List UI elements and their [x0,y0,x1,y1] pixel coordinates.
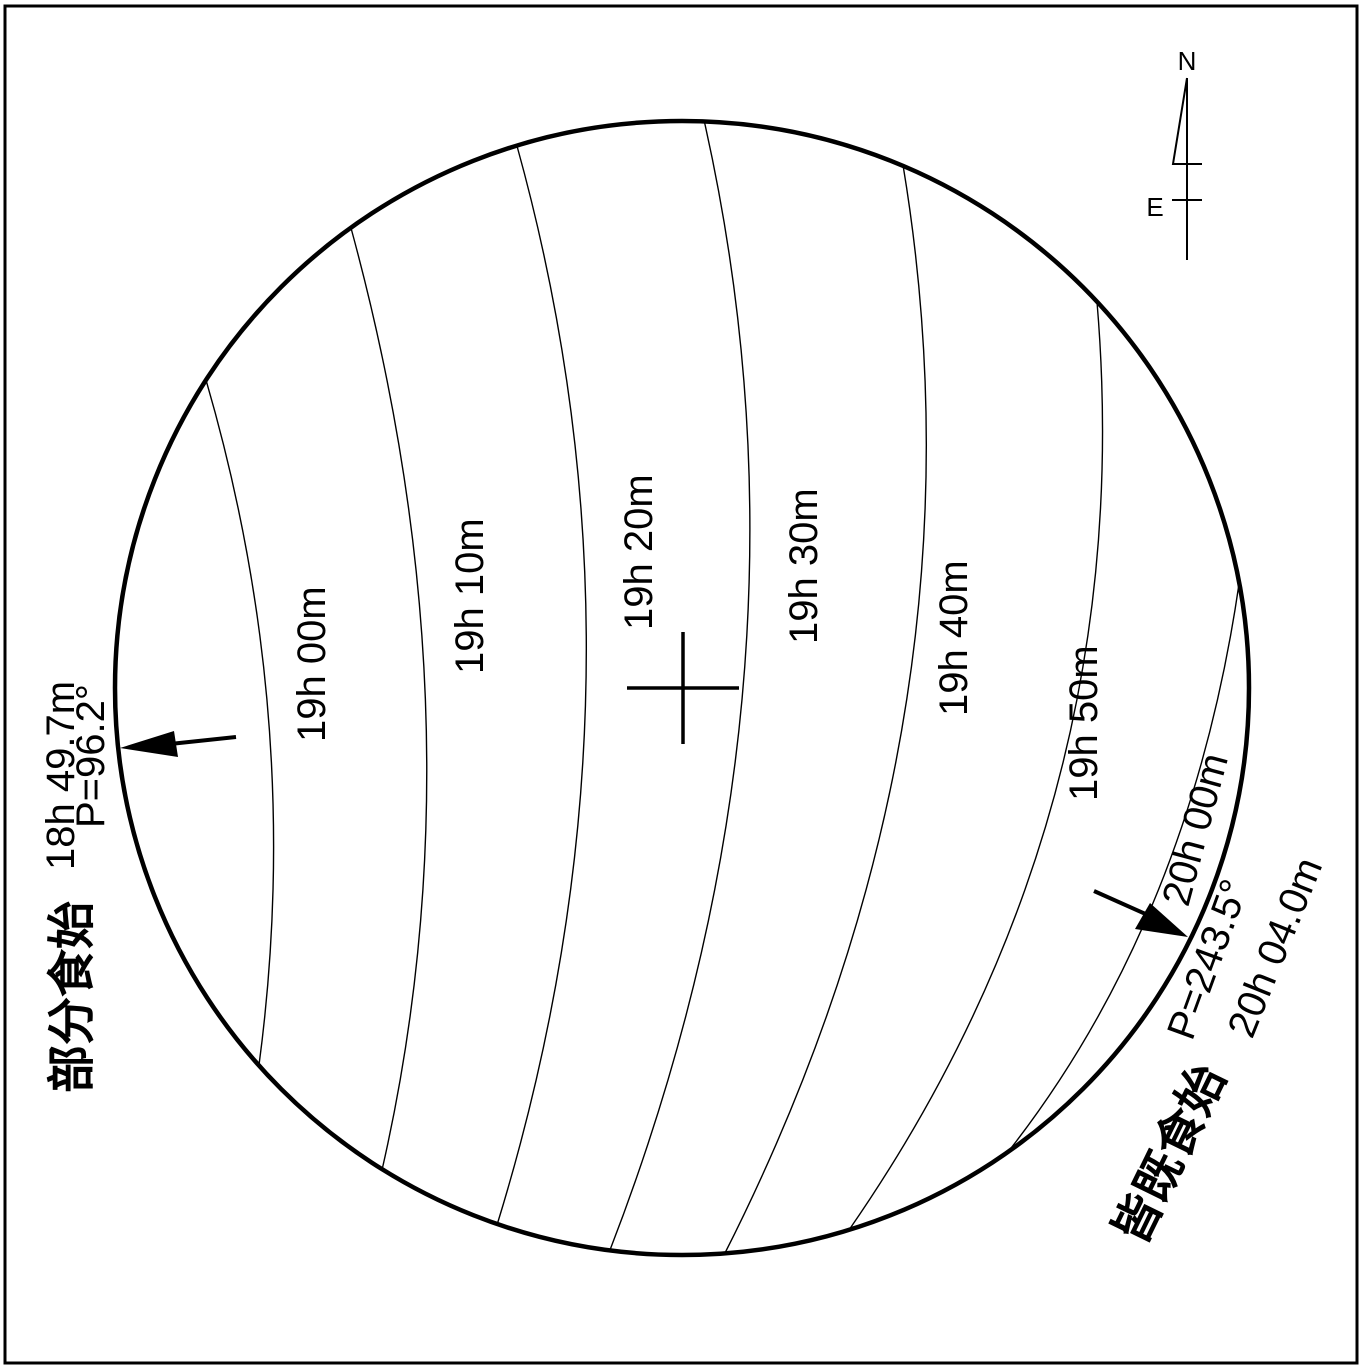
time-label-19h30: 19h 30m [782,488,826,644]
first-contact-labels: 18h 49.7m P=96.2° 部分食始 [39,681,113,1093]
shadow-disc [112,118,1252,1258]
time-label-19h20: 19h 20m [617,474,661,630]
east-label: E [1146,192,1163,222]
curve-19h50 [848,301,1104,1231]
first-contact-title: 部分食始 [44,901,100,1093]
north-label: N [1178,46,1197,76]
time-curves [205,121,1240,1255]
time-label-19h40: 19h 40m [932,560,976,716]
curve-19h40 [723,164,927,1255]
frame-border [3,4,1359,1365]
first-contact-time: 18h 49.7m [39,681,83,870]
curve-19h00 [205,379,275,1066]
arrowhead-icon [120,731,178,757]
curve-19h10 [350,227,428,1171]
curve-19h20 [496,145,588,1226]
curve-19h30 [609,121,751,1251]
north-arrow-icon [1171,77,1188,165]
first-contact-arrow [120,731,237,757]
totality-start-title: 皆既食始 [1102,1056,1237,1253]
compass: N E [1146,46,1202,260]
time-label-19h00: 19h 00m [290,586,334,742]
first-contact-angle: P=96.2° [69,684,113,828]
time-label-19h10: 19h 10m [448,518,492,674]
totality-start-time: 20h 04.0m [1220,852,1332,1044]
time-labels: 19h 00m 19h 10m 19h 20m 19h 30m 19h 40m … [290,474,1237,910]
time-label-19h50: 19h 50m [1062,645,1106,801]
totality-start-arrow [1093,889,1188,937]
arrowhead-icon [1135,903,1188,937]
curve-20h00 [1007,583,1240,1153]
center-cross [627,632,739,744]
